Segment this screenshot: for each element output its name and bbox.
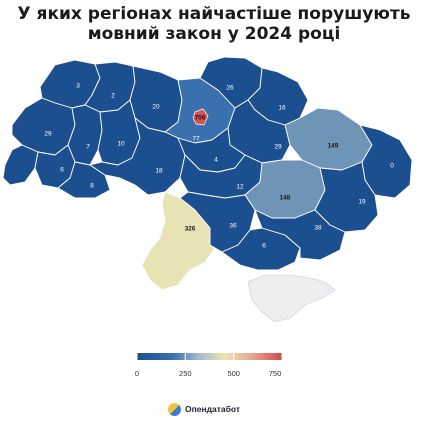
region-value-label: 6	[60, 167, 64, 174]
region-crimea[interactable]	[247, 274, 336, 323]
legend: 0 250 500 750	[135, 353, 283, 378]
region-labels: 3 2 20 26 706 77 16 29 7 10 29 149 6 8 8…	[31, 83, 394, 250]
opendatabot-logo-icon	[168, 402, 181, 416]
region-value-label: 26	[226, 85, 234, 92]
region-luhansk[interactable]	[359, 124, 413, 199]
title-line-1: У яких регіонах найчастіше порушують	[17, 4, 411, 24]
legend-color-bar	[137, 353, 282, 360]
region-value-label: 326	[185, 226, 196, 233]
region-value-label: 7	[86, 144, 90, 151]
region-kyiv-city[interactable]	[192, 108, 209, 126]
title-line-2: мовний закон у 2024 році	[87, 24, 341, 44]
region-value-label: 8	[90, 183, 94, 190]
region-value-label: 12	[236, 184, 244, 191]
regions-layer	[2, 56, 413, 323]
region-ternopil[interactable]	[67, 104, 103, 166]
region-value-label: 77	[192, 136, 200, 143]
region-value-label: 18	[155, 168, 163, 175]
region-value-label: 36	[229, 223, 237, 230]
region-value-label: 20	[152, 104, 160, 111]
legend-tick-label: 500	[227, 369, 240, 378]
region-value-label: 29	[274, 144, 282, 151]
region-donetsk[interactable]	[314, 161, 379, 233]
legend-tick-label: 750	[269, 369, 282, 378]
region-value-label: 149	[328, 143, 339, 150]
region-value-label: 10	[117, 141, 125, 148]
region-value-label: 0	[390, 163, 394, 170]
region-value-label: 2	[111, 93, 115, 100]
region-value-label: 29	[44, 131, 52, 138]
region-zaporizhzhia[interactable]	[254, 209, 346, 261]
legend-tick-label: 250	[179, 369, 192, 378]
region-value-label: 8	[31, 173, 35, 180]
region-value-label: 38	[314, 225, 322, 232]
region-value-label: 3	[76, 83, 80, 90]
region-value-label: 148	[280, 195, 291, 202]
brand-name: Опендатабот	[185, 404, 241, 414]
brand-attribution: Опендатабот	[168, 401, 240, 417]
region-value-label: 16	[278, 105, 286, 112]
region-value-label: 706	[195, 115, 206, 122]
legend-tick-label: 0	[135, 369, 139, 378]
region-value-label: 6	[262, 243, 266, 250]
region-vinnytsia[interactable]	[89, 117, 186, 196]
map-title: У яких регіонах найчастіше порушують мов…	[0, 4, 428, 44]
region-value-label: 4	[214, 157, 218, 164]
region-value-label: 19	[358, 199, 366, 206]
